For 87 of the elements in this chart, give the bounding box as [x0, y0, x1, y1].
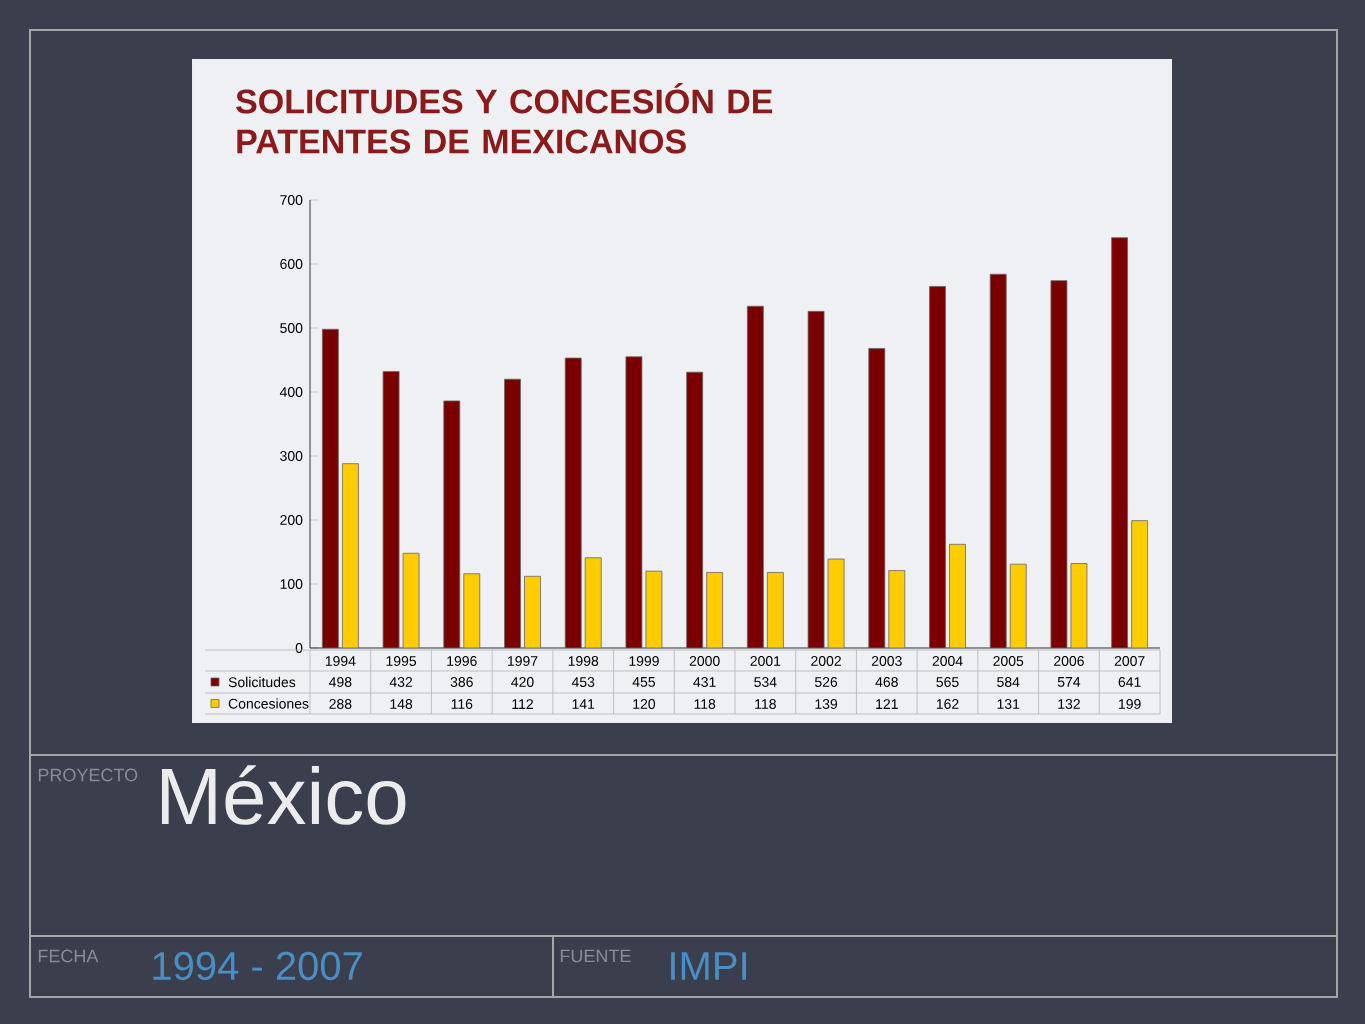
- data-label: 468: [875, 677, 898, 687]
- data-label: 148: [390, 699, 413, 709]
- x-tick-label: 2003: [871, 656, 902, 666]
- y-tick-label: 400: [279, 387, 303, 397]
- bar: [1070, 563, 1088, 648]
- y-tick-label: 300: [280, 451, 303, 461]
- text: FUENTE: [560, 949, 631, 963]
- bar: [463, 573, 481, 648]
- data-label: 432: [389, 677, 413, 687]
- bar: [321, 328, 339, 648]
- bar: [504, 378, 521, 648]
- text: IMPI: [671, 952, 746, 980]
- x-tick-label: 2005: [993, 656, 1024, 666]
- text: PROYECTO: [38, 768, 138, 782]
- data-label: 118: [694, 699, 716, 709]
- data-label: 132: [1058, 699, 1080, 709]
- x-tick-label: 1997: [508, 656, 538, 666]
- chart-title: SOLICITUDES Y CONCESIÓN DE PATENTES DE MEXICANOS: [236, 83, 773, 154]
- data-label: 112: [512, 699, 533, 709]
- data-label: 584: [997, 677, 1020, 687]
- y-tick-label: 100: [280, 579, 303, 589]
- x-tick-label: 2000: [689, 656, 720, 666]
- y-tick-label: 700: [280, 195, 303, 205]
- x-tick-label: 2002: [811, 656, 841, 666]
- bar: [868, 348, 886, 648]
- data-label: 288: [329, 699, 352, 709]
- data-label: 453: [571, 677, 595, 687]
- bar: [807, 310, 825, 648]
- x-tick-label: 2007: [1114, 656, 1145, 666]
- data-label: 574: [1057, 677, 1081, 687]
- data-label: 139: [815, 699, 838, 709]
- data-label: 455: [632, 677, 656, 687]
- data-label: 120: [633, 699, 656, 709]
- data-label: 420: [511, 677, 534, 687]
- text: FECHA: [38, 949, 99, 963]
- legend-label: Solicitudes: [228, 676, 296, 688]
- bar: [888, 570, 906, 648]
- bar: [645, 570, 663, 648]
- bar: [1009, 563, 1027, 648]
- text: México: [161, 765, 406, 825]
- bar: [1111, 237, 1129, 648]
- data-label: 526: [814, 677, 838, 687]
- data-label: 199: [1119, 699, 1141, 709]
- y-tick-label: 500: [280, 323, 303, 333]
- bar: [746, 305, 764, 648]
- data-label: 131: [997, 699, 1020, 709]
- text: 1994 - 2007: [153, 951, 362, 981]
- x-tick-label: 1995: [386, 656, 417, 666]
- bar: [989, 273, 1007, 648]
- data-label: 565: [936, 677, 959, 687]
- bar: [686, 371, 704, 648]
- y-tick-label: 0: [295, 643, 303, 653]
- x-tick-label: 1998: [568, 656, 599, 666]
- bar: [402, 552, 420, 648]
- x-tick-label: 2006: [1054, 656, 1084, 666]
- bar: [1131, 520, 1149, 648]
- bar: [382, 371, 400, 648]
- y-tick-label: 600: [280, 259, 303, 269]
- x-tick-label: 1996: [447, 656, 477, 666]
- data-label: 431: [693, 677, 716, 687]
- data-label: 641: [1118, 677, 1141, 687]
- bar: [341, 463, 359, 648]
- bar: [827, 558, 845, 648]
- bar: [564, 357, 582, 648]
- x-tick-label: 2004: [932, 656, 963, 666]
- bar: [524, 575, 541, 648]
- data-label: 116: [451, 699, 473, 709]
- data-label: 534: [754, 677, 777, 687]
- x-tick-label: 1994: [325, 656, 356, 666]
- data-label: 121: [876, 699, 898, 709]
- bar: [766, 572, 784, 648]
- x-tick-label: 2001: [750, 656, 781, 666]
- data-label: 118: [755, 699, 776, 709]
- x-tick-label: 1999: [629, 656, 659, 666]
- bar: [625, 356, 643, 648]
- legend-label: Concesiones: [228, 698, 309, 709]
- data-label: 141: [572, 699, 595, 709]
- bar: [706, 572, 724, 648]
- bar: [584, 557, 602, 648]
- bar: [1050, 280, 1068, 648]
- data-label: 162: [936, 699, 959, 709]
- y-tick-label: 200: [280, 515, 303, 525]
- bar: [949, 543, 966, 648]
- data-label: 386: [450, 677, 473, 687]
- bar: [443, 400, 461, 648]
- bar: [929, 286, 946, 648]
- data-label: 498: [329, 677, 352, 687]
